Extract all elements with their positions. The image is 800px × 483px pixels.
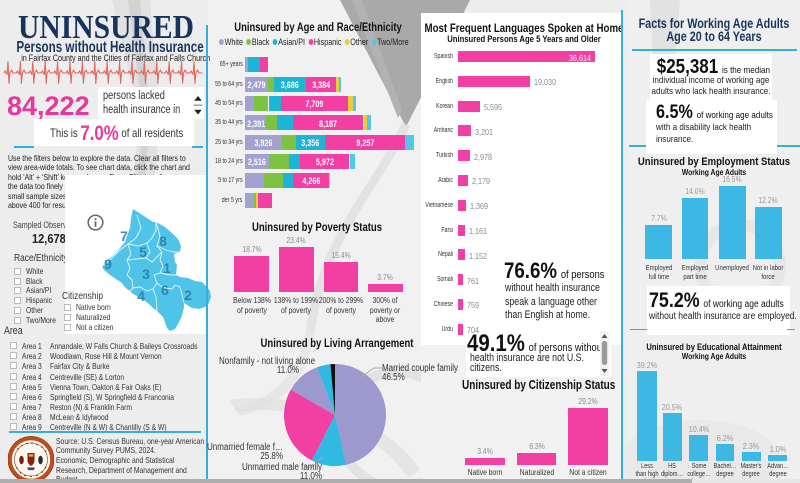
svg-text:9: 9: [104, 256, 112, 272]
svg-text:6: 6: [161, 282, 169, 298]
svg-text:8: 8: [159, 233, 167, 249]
svg-text:1: 1: [163, 260, 171, 276]
svg-text:2: 2: [184, 287, 192, 303]
svg-text:3: 3: [142, 266, 150, 282]
svg-text:5: 5: [139, 244, 147, 260]
svg-text:7: 7: [120, 228, 128, 244]
svg-text:4: 4: [137, 288, 145, 304]
